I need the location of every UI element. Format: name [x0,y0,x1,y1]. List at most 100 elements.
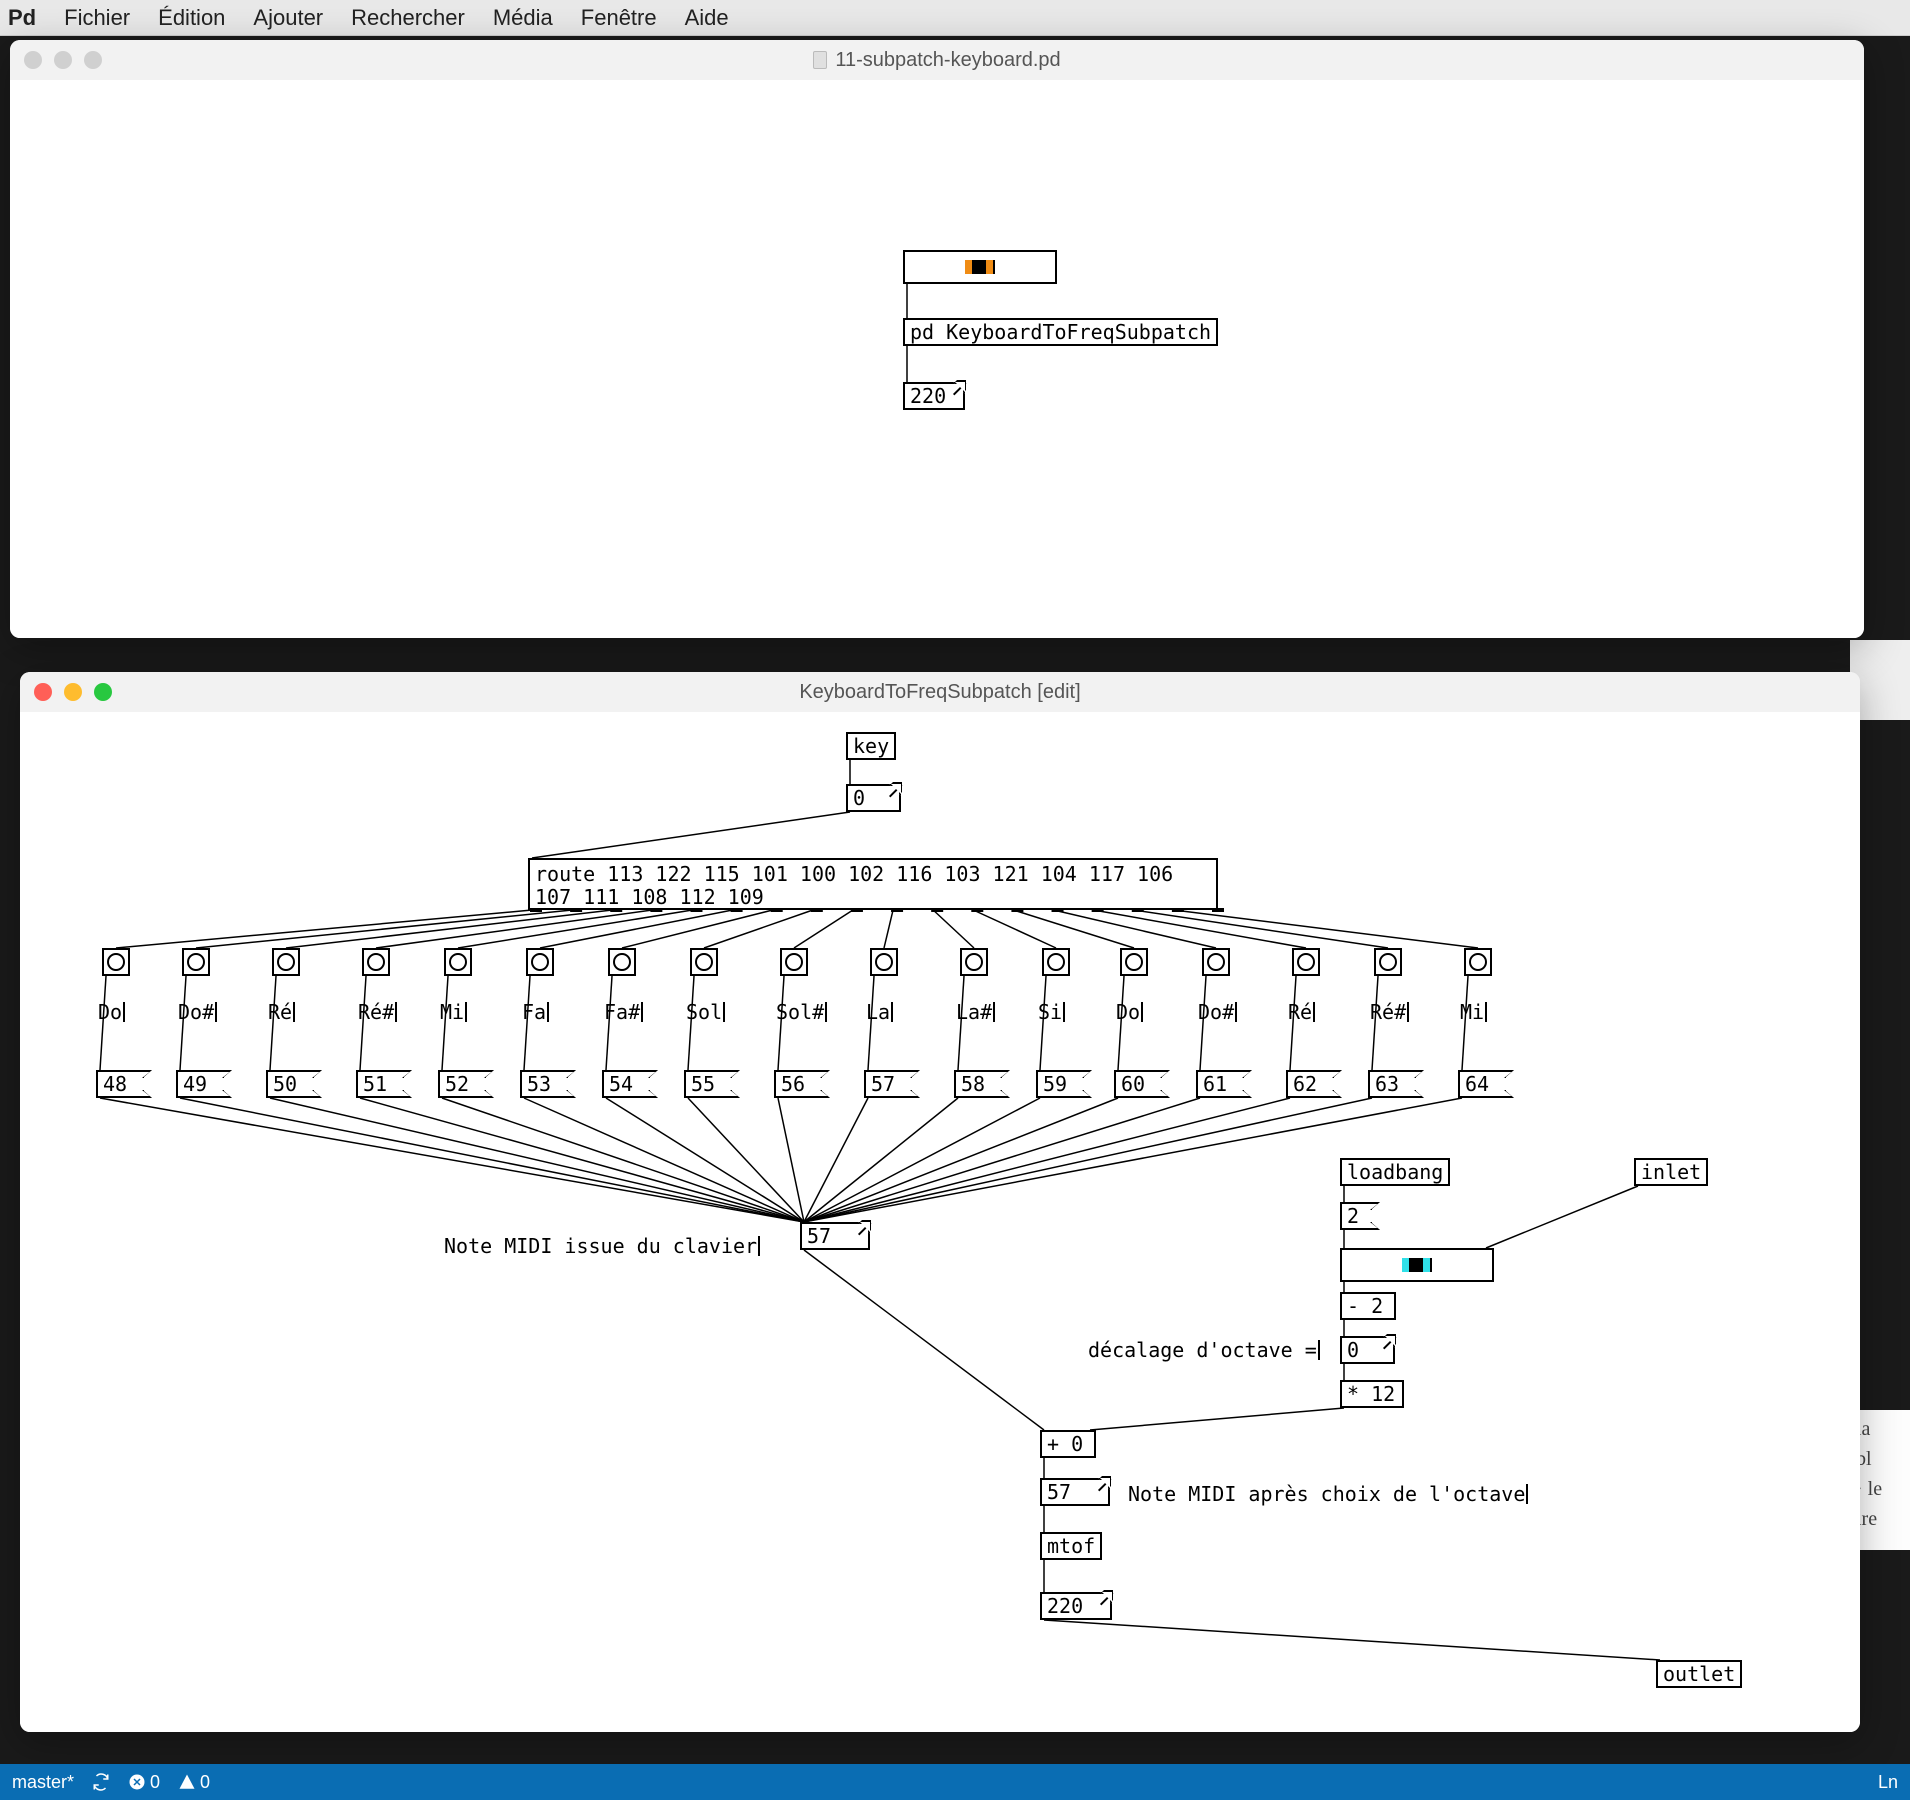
bang-14[interactable] [1292,948,1320,976]
bang-11[interactable] [1042,948,1070,976]
bang-6[interactable] [608,948,636,976]
traffic-close[interactable] [34,683,52,701]
menubar-item-rechercher[interactable]: Rechercher [351,5,465,31]
note-msg-50[interactable]: 50 [266,1070,322,1098]
titlebar[interactable]: KeyboardToFreqSubpatch [edit] [20,672,1860,712]
note-label-Ré: Ré [268,1002,295,1022]
statusbar: master* 0 0 Ln [0,1764,1910,1800]
menubar-item-edition[interactable]: Édition [158,5,225,31]
sync-icon[interactable] [92,1773,110,1791]
hradio-octave-sub[interactable] [1340,1248,1494,1282]
note-msg-57[interactable]: 57 [864,1070,920,1098]
menubar-item-ajouter[interactable]: Ajouter [253,5,323,31]
bang-8[interactable] [780,948,808,976]
traffic-max[interactable] [84,51,102,69]
bang-12[interactable] [1120,948,1148,976]
git-branch[interactable]: master* [12,1772,74,1793]
menubar-item-media[interactable]: Média [493,5,553,31]
subpatch-object[interactable]: pd KeyboardToFreqSubpatch [903,318,1218,346]
inlet-object[interactable]: inlet [1634,1158,1708,1186]
decalage-comment: décalage d'octave = [1088,1340,1320,1360]
patch-canvas[interactable]: pd KeyboardToFreqSubpatch 220 [10,80,1864,638]
note-msg-52[interactable]: 52 [438,1070,494,1098]
note-msg-54[interactable]: 54 [602,1070,658,1098]
menubar-app[interactable]: Pd [8,5,36,31]
note-label-Do#: Do# [178,1002,217,1022]
note-msg-60[interactable]: 60 [1114,1070,1170,1098]
freq-number[interactable]: 220 [903,382,965,410]
note-label-Si: Si [1038,1002,1065,1022]
key-object[interactable]: key [846,732,896,760]
note-msg-51[interactable]: 51 [356,1070,412,1098]
note-msg-53[interactable]: 53 [520,1070,576,1098]
bang-9[interactable] [870,948,898,976]
note-msg-59[interactable]: 59 [1036,1070,1092,1098]
bang-13[interactable] [1202,948,1230,976]
route-object[interactable]: route 113 122 115 101 100 102 116 103 12… [528,858,1218,910]
loadbang-object[interactable]: loadbang [1340,1158,1450,1186]
note-label-Sol: Sol [686,1002,725,1022]
menubar-item-fenetre[interactable]: Fenêtre [581,5,657,31]
midi-comment: Note MIDI issue du clavier [444,1236,760,1256]
hradio-cell[interactable] [965,260,995,274]
traffic-lights[interactable] [24,51,102,69]
menubar-item-fichier[interactable]: Fichier [64,5,130,31]
warnings-value: 0 [200,1772,210,1793]
hradio-cell[interactable] [1402,1258,1432,1272]
freq-number[interactable]: 220 [1040,1592,1112,1620]
hradio-octave[interactable] [903,250,1057,284]
note-label-Mi: Mi [1460,1002,1487,1022]
traffic-min[interactable] [64,683,82,701]
traffic-min[interactable] [54,51,72,69]
note-msg-63[interactable]: 63 [1368,1070,1424,1098]
patch-canvas[interactable]: key 0 route 113 122 115 101 100 102 116 10… [20,712,1860,1732]
note-label-Fa: Fa [522,1002,549,1022]
bang-7[interactable] [690,948,718,976]
window-subpatch: KeyboardToFreqSubpatch [edit] key 0 route … [20,672,1860,1732]
bang-10[interactable] [960,948,988,976]
errors-count[interactable]: 0 [128,1772,160,1793]
bang-3[interactable] [362,948,390,976]
note-label-Mi: Mi [440,1002,467,1022]
note-msg-58[interactable]: 58 [954,1070,1010,1098]
bang-4[interactable] [444,948,472,976]
note-label-Do: Do [1116,1002,1143,1022]
menubar-item-aide[interactable]: Aide [685,5,729,31]
traffic-max[interactable] [94,683,112,701]
bang-15[interactable] [1374,948,1402,976]
outlet-object[interactable]: outlet [1656,1660,1742,1688]
note-msg-64[interactable]: 64 [1458,1070,1514,1098]
traffic-close[interactable] [24,51,42,69]
note-msg-62[interactable]: 62 [1286,1070,1342,1098]
note-label-La: La [866,1002,893,1022]
key-number[interactable]: 0 [846,784,901,812]
note-label-Fa#: Fa# [604,1002,643,1022]
window-parent-patch: 11-subpatch-keyboard.pd pd KeyboardToFre… [10,40,1864,638]
bang-1[interactable] [182,948,210,976]
note-msg-55[interactable]: 55 [684,1070,740,1098]
traffic-lights[interactable] [34,683,112,701]
cursor-position[interactable]: Ln [1878,1772,1898,1793]
loadbang-msg[interactable]: 2 [1340,1202,1380,1230]
note-msg-48[interactable]: 48 [96,1070,152,1098]
times12-object[interactable]: * 12 [1340,1380,1404,1408]
midi-number[interactable]: 57 [800,1222,870,1250]
plus0-object[interactable]: + 0 [1040,1430,1096,1458]
bang-5[interactable] [526,948,554,976]
note-msg-49[interactable]: 49 [176,1070,232,1098]
minus-object[interactable]: - 2 [1340,1292,1396,1320]
mtof-object[interactable]: mtof [1040,1532,1102,1560]
note-msg-56[interactable]: 56 [774,1070,830,1098]
bang-16[interactable] [1464,948,1492,976]
warnings-count[interactable]: 0 [178,1772,210,1793]
note-label-Do: Do [98,1002,125,1022]
decalage-number[interactable]: 0 [1340,1336,1395,1364]
after-number[interactable]: 57 [1040,1478,1110,1506]
bang-2[interactable] [272,948,300,976]
bang-0[interactable] [102,948,130,976]
titlebar[interactable]: 11-subpatch-keyboard.pd [10,40,1864,80]
note-msg-61[interactable]: 61 [1196,1070,1252,1098]
note-label-Sol#: Sol# [776,1002,827,1022]
errors-value: 0 [150,1772,160,1793]
document-icon [813,51,827,69]
